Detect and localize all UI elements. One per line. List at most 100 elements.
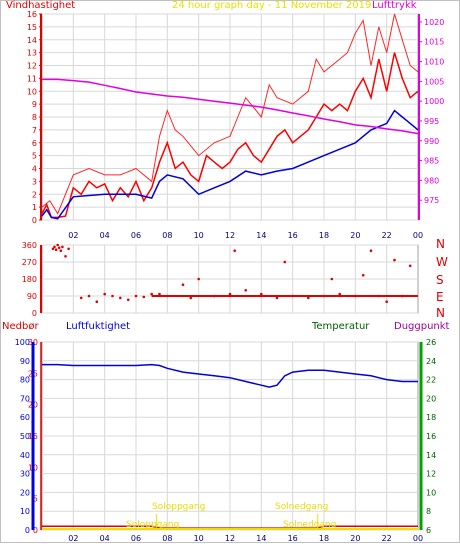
hum-ytick-label-0: 0 [25,526,30,535]
hum-ytick-label-80: 80 [20,376,30,385]
dir-point-24 [213,294,216,298]
wind-ytick-label-1: 1 [32,203,37,212]
hum-xtick-label-02: 02 [68,534,78,543]
hum-xtick-label-18: 18 [319,534,329,543]
hum-xtick-label-00: 00 [413,534,423,543]
hum-ytick-label-30: 30 [20,470,30,479]
dir-letter-n-bottom: N [436,306,445,320]
temp-ytick-label-26: 26 [426,338,436,347]
dir-point-35 [338,292,342,296]
hum-ytick-label-40: 40 [20,451,30,460]
dir-point-1 [53,245,56,249]
dir-point-2 [54,248,58,251]
dir-point-9 [79,296,83,300]
hum-xtick-label-14: 14 [256,534,266,543]
dir-letter-s: S [436,273,444,287]
series-line-0 [41,52,419,219]
series-line-3 [42,78,419,135]
dir-point-42 [401,294,404,298]
dir-point-37 [361,273,365,277]
wind-xtick-label-14: 14 [256,231,266,240]
bottom-series-line-0 [42,363,418,388]
wind-xtick-label-04: 04 [100,231,110,240]
wind-ytick-label-0: 0 [32,216,37,225]
dir-point-13 [111,294,114,298]
dir-point-16 [134,294,138,298]
dir-point-40 [385,300,389,304]
dir-ytick-label-0: 0 [32,309,37,318]
temp-ytick-label-20: 20 [426,394,436,403]
hum-ytick-label-70: 70 [20,394,30,403]
pressure-ytick-label-995: 995 [424,117,439,126]
dir-point-31 [291,294,295,298]
hum-ytick-label-20: 20 [20,488,30,497]
dir-point-41 [393,258,396,262]
wind-ytick-label-3: 3 [32,177,37,186]
hum-xtick-label-12: 12 [225,534,235,543]
wind-ytick-label-7: 7 [32,126,37,135]
hum-xtick-label-20: 20 [350,534,360,543]
dir-point-17 [142,295,146,299]
rain-ytick-label-0: 0 [33,526,38,535]
pressure-axis-label: Lufttrykk [372,0,417,11]
hum-xtick-label-04: 04 [100,534,110,543]
pressure-ytick-label-1010: 1010 [424,58,444,67]
dir-point-26 [233,249,236,252]
series-line-2 [41,109,419,220]
dir-point-28 [260,292,263,296]
dir-point-34 [330,277,334,281]
hum-ytick-label-50: 50 [20,432,30,441]
wind-xtick-label-06: 06 [131,231,141,240]
dir-point-11 [95,300,99,304]
wind-ytick-label-12: 12 [27,62,37,71]
wind-ytick-label-11: 11 [27,74,37,83]
dir-point-18 [150,292,153,296]
wind-xtick-label-00: 00 [413,231,423,240]
temp-ytick-label-6: 6 [426,526,431,535]
wind-xtick-label-02: 02 [68,231,78,240]
dir-point-23 [197,277,200,281]
sunset-time-label: Solnedgang [283,520,337,530]
dir-ytick-label-90: 90 [27,292,37,301]
hum-xtick-label-10: 10 [194,534,204,543]
wind-ytick-label-8: 8 [32,113,37,122]
temp-ytick-label-14: 14 [426,451,436,460]
dewpoint-axis-label: Duggpunkt [394,321,450,332]
dir-ytick-label-180: 180 [22,275,37,284]
dir-ytick-label-270: 270 [22,258,37,267]
pressure-ytick-label-985: 985 [424,157,439,166]
wind-ytick-label-4: 4 [32,165,37,174]
wind-ytick-label-16: 16 [27,10,37,19]
hum-ytick-label-10: 10 [20,507,30,516]
dir-point-20 [166,294,169,298]
hum-xtick-label-06: 06 [131,534,141,543]
series-line-1 [41,13,419,215]
temp-ytick-label-24: 24 [426,357,436,366]
dir-point-43 [408,264,412,268]
sunset-label: Solnedgang [275,502,329,512]
rain-ytick-label-5: 5 [33,495,38,504]
dir-point-14 [119,296,122,300]
pressure-ytick-label-1020: 1020 [424,18,444,27]
hum-xtick-label-16: 16 [288,534,298,543]
chart-title: 24 hour graph day - 11 November 2019 [172,0,372,11]
temp-ytick-label-18: 18 [426,413,436,422]
wind-xtick-label-10: 10 [194,231,204,240]
wind-xtick-label-20: 20 [350,231,360,240]
wind-ytick-label-13: 13 [27,49,37,58]
wind-xtick-label-16: 16 [288,231,298,240]
dir-ytick-label-360: 360 [22,241,37,250]
dir-letter-e: E [436,290,444,304]
dir-point-12 [103,292,106,296]
hum-ytick-label-60: 60 [20,413,30,422]
dir-point-36 [354,294,357,298]
temp-ytick-label-22: 22 [426,376,436,385]
dir-point-22 [189,296,193,300]
rain-axis-label: Nedbør [2,321,39,332]
dir-point-10 [87,294,91,298]
dir-letter-n-top: N [436,237,445,251]
pressure-ytick-label-1015: 1015 [424,38,444,47]
hum-ytick-label-90: 90 [20,357,30,366]
dir-point-39 [377,294,381,298]
